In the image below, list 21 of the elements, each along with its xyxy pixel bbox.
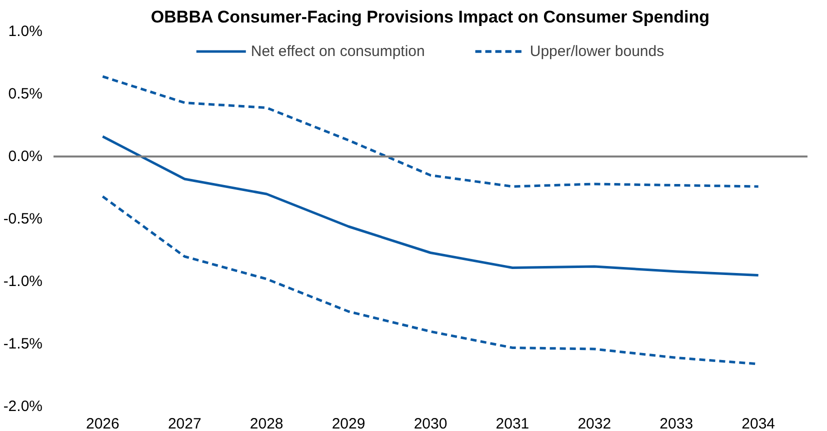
x-tick-label: 2032	[578, 416, 612, 431]
x-tick-label: 2028	[250, 416, 284, 431]
legend-label: Upper/lower bounds	[530, 42, 664, 60]
x-tick-label: 2034	[742, 416, 776, 431]
x-tick-label: 2030	[414, 416, 448, 431]
y-tick-label: -1.0%	[3, 273, 43, 290]
x-tick-label: 2029	[332, 416, 366, 431]
chart-title: OBBBA Consumer-Facing Provisions Impact on Consumer Spending	[150, 8, 710, 26]
y-tick-label: 0.5%	[8, 86, 43, 102]
y-tick-label: -1.5%	[3, 336, 43, 352]
line-series	[101, 75, 760, 188]
y-tick-label: 0.0%	[8, 148, 43, 165]
x-tick-label: 2031	[496, 416, 530, 431]
y-tick-label: -0.5%	[3, 210, 43, 228]
y-tick-label: 1.0%	[8, 23, 43, 40]
line-series	[101, 135, 760, 276]
x-tick-label: 2026	[86, 416, 120, 431]
x-tick-label: 2027	[168, 416, 202, 431]
legend-label: Net effect on consumption	[250, 42, 425, 60]
y-tick-label: -2.0%	[3, 398, 43, 415]
x-tick-label: 2033	[660, 416, 694, 431]
